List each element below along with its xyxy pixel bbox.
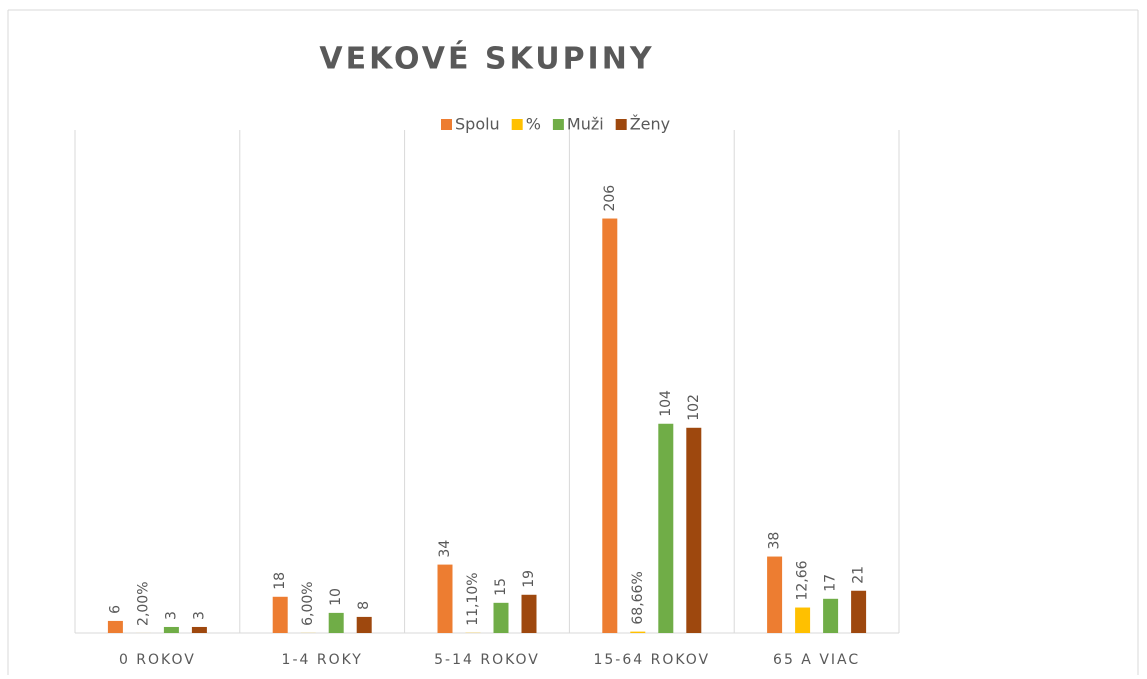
legend-label: Spolu (455, 115, 500, 134)
legend-swatch (512, 119, 523, 130)
data-label: 12,66 (795, 560, 811, 600)
data-label: 8 (356, 601, 372, 610)
data-label: 17 (823, 574, 839, 592)
data-label: 21 (851, 566, 867, 584)
data-label: 2,00% (135, 581, 151, 625)
x-tick-label: 15-64 ROKOV (593, 652, 710, 668)
x-tick-label: 0 ROKOV (119, 652, 196, 668)
data-label: 104 (658, 390, 674, 417)
bar (686, 428, 701, 633)
data-label: 19 (521, 570, 537, 588)
bar (767, 557, 782, 633)
bar (658, 424, 673, 633)
legend-swatch (616, 119, 627, 130)
bar (329, 613, 344, 633)
bar (630, 632, 645, 633)
data-label: 18 (272, 572, 288, 590)
data-label: 3 (163, 611, 179, 620)
bar (795, 608, 810, 633)
data-label: 68,66% (630, 571, 646, 624)
bar (522, 595, 537, 633)
legend-label: Ženy (630, 115, 670, 134)
data-label: 38 (767, 532, 783, 550)
bar (602, 219, 617, 633)
data-label: 6,00% (300, 581, 316, 625)
x-tick-label: 1-4 ROKY (282, 652, 363, 668)
bar (108, 621, 123, 633)
bar (438, 565, 453, 633)
data-label: 15 (493, 578, 509, 596)
bar (164, 627, 179, 633)
legend-swatch (441, 119, 452, 130)
data-label: 6 (107, 605, 123, 614)
legend-label: % (526, 115, 541, 134)
data-label: 3 (191, 611, 207, 620)
data-label: 10 (328, 588, 344, 606)
chart-title: VEKOVÉ SKUPINY (319, 41, 654, 77)
legend-label: Muži (567, 115, 604, 134)
data-label: 102 (686, 394, 702, 421)
data-label: 34 (437, 540, 453, 558)
data-label: 206 (602, 185, 618, 212)
legend-swatch (553, 119, 564, 130)
bar (851, 591, 866, 633)
x-tick-label: 5-14 ROKOV (434, 652, 540, 668)
bar (273, 597, 288, 633)
bar (494, 603, 509, 633)
data-label: 11,10% (465, 572, 481, 625)
x-tick-label: 65 A VIAC (773, 652, 860, 668)
bar (357, 617, 372, 633)
bar (823, 599, 838, 633)
bar (192, 627, 207, 633)
legend: Spolu% Muži Ženy (441, 115, 670, 134)
